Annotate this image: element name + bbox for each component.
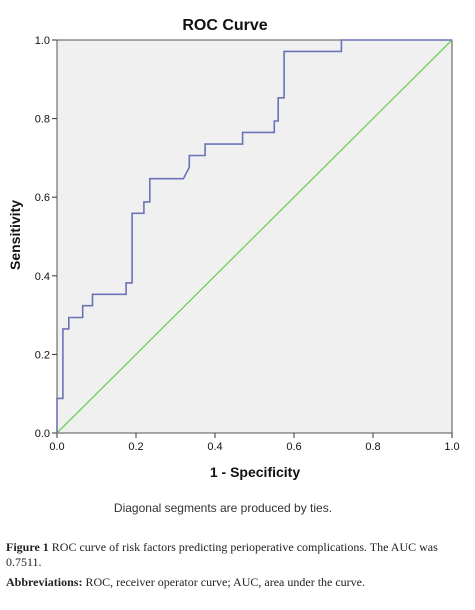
ticks-layer: 0.0 0.2 0.4 0.6 0.8 1.0 0.0 0.2 0.4 0.6 0.8 1.0	[35, 35, 460, 453]
roc-chart: ROC Curve 0.0 0.2 0.4 0.6 0.8 1.0 0.0 0.2 0.4 0.6…	[7, 17, 460, 515]
y-tick-label: 1.0	[35, 35, 50, 47]
y-tick-label: 0.2	[35, 349, 50, 361]
reference-diagonal-line	[56, 39, 453, 434]
y-tick-label: 0.6	[35, 192, 50, 204]
x-tick-label: 0.2	[128, 441, 143, 453]
abbreviations-label: Abbreviations:	[6, 575, 83, 589]
ties-note: Diagonal segments are produced by ties.	[114, 501, 332, 515]
x-tick-label: 1.0	[444, 441, 459, 453]
figure-caption: Figure 1 ROC curve of risk factors predi…	[6, 540, 468, 595]
y-axis-label: Sensitivity	[7, 200, 23, 270]
x-tick-label: 0.8	[365, 441, 380, 453]
y-tick-label: 0.8	[35, 114, 50, 126]
abbreviations-text: ROC, receiver operator curve; AUC, area …	[85, 575, 365, 589]
figure-label: Figure 1	[6, 540, 49, 554]
chart-title: ROC Curve	[182, 17, 267, 34]
caption-abbreviations: Abbreviations: ROC, receiver operator cu…	[6, 575, 468, 590]
x-axis-label: 1 - Specificity	[210, 464, 300, 480]
roc-curve-line	[56, 39, 452, 433]
y-tick-label: 0.0	[35, 428, 50, 440]
y-tick-label: 0.4	[35, 271, 50, 283]
x-tick-label: 0.0	[49, 441, 64, 453]
caption-main: Figure 1 ROC curve of risk factors predi…	[6, 540, 468, 570]
x-tick-label: 0.4	[207, 441, 222, 453]
x-tick-label: 0.6	[286, 441, 301, 453]
caption-text: ROC curve of risk factors predicting per…	[6, 540, 438, 569]
